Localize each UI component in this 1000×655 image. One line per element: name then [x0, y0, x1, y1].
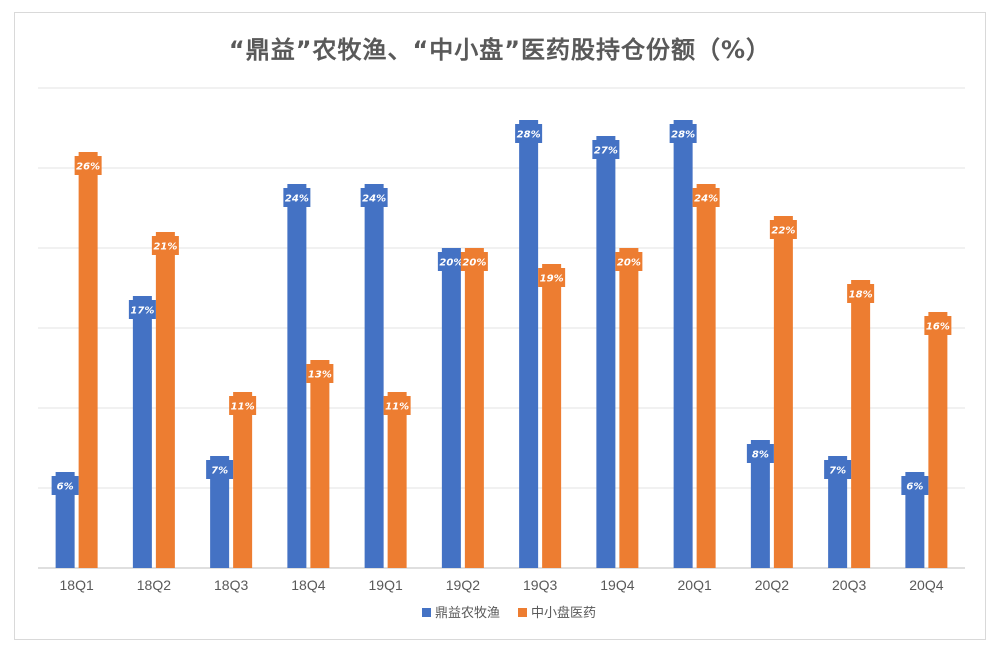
bar [155, 232, 175, 568]
bar [287, 184, 307, 568]
data-label: 7% [829, 466, 846, 477]
bar [210, 456, 230, 568]
data-label: 21% [153, 242, 177, 253]
x-tick-label: 18Q1 [60, 577, 94, 593]
legend-swatch [422, 608, 431, 617]
data-label: 28% [671, 130, 695, 141]
bar [364, 184, 384, 568]
data-label: 26% [76, 162, 100, 173]
chart-title: “鼎益”农牧渔、“中小盘”医药股持仓份额（%） [228, 36, 772, 64]
data-label: 27% [594, 146, 618, 157]
bar [132, 296, 152, 568]
data-label: 18% [849, 290, 873, 301]
data-label-badge [847, 284, 875, 303]
legend-swatch [518, 608, 527, 617]
bar [928, 312, 948, 568]
bar [542, 264, 562, 568]
bar [773, 216, 793, 568]
data-label: 6% [906, 482, 923, 493]
bar [233, 392, 253, 568]
data-label: 11% [231, 402, 255, 413]
bar [55, 472, 75, 568]
bar [619, 248, 639, 568]
data-label-badge [360, 188, 388, 207]
data-label-badge [769, 220, 797, 239]
x-tick-label: 18Q4 [291, 577, 325, 593]
bar [851, 280, 871, 568]
data-label: 24% [285, 194, 309, 205]
data-label-badge [229, 396, 257, 415]
x-tick-label: 19Q3 [523, 577, 557, 593]
data-label-badge [924, 316, 952, 335]
chart-frame [14, 12, 986, 640]
data-label: 16% [926, 322, 950, 333]
data-label-badge [206, 460, 234, 479]
data-label-badge [460, 252, 488, 271]
data-label-badge [824, 460, 852, 479]
bar [441, 248, 461, 568]
data-label-badge [692, 188, 720, 207]
data-label-badge [592, 140, 620, 159]
bar [464, 248, 484, 568]
x-tick-label: 20Q3 [832, 577, 866, 593]
data-label: 13% [308, 370, 332, 381]
bar [696, 184, 716, 568]
data-label-badge [901, 476, 929, 495]
data-label: 6% [57, 482, 74, 493]
data-label: 24% [694, 194, 718, 205]
data-label: 22% [771, 226, 795, 237]
x-tick-label: 20Q2 [755, 577, 789, 593]
x-axis-ticks: 18Q1 18Q2 18Q3 18Q4 19Q1 19Q2 19Q3 19Q4 20Q1 20Q2… [60, 577, 944, 593]
x-tick-label: 19Q1 [369, 577, 403, 593]
data-label-badge [746, 444, 774, 463]
x-tick-label: 18Q2 [137, 577, 171, 593]
data-label: 28% [517, 130, 541, 141]
data-label: 8% [752, 450, 769, 461]
x-tick-label: 20Q1 [678, 577, 712, 593]
legend-entry: 中小盘医药 [531, 605, 596, 621]
data-label-badge [74, 156, 102, 175]
x-tick-label: 18Q3 [214, 577, 248, 593]
data-label: 20% [617, 258, 641, 269]
data-label: 7% [211, 466, 228, 477]
data-label-badge [151, 236, 179, 255]
bar [596, 136, 616, 568]
bar [905, 472, 925, 568]
data-label: 19% [540, 274, 564, 285]
bar [750, 440, 770, 568]
x-tick-label: 19Q2 [446, 577, 480, 593]
data-label-badge [615, 252, 643, 271]
data-label-badge [51, 476, 79, 495]
data-label-badge [306, 364, 334, 383]
bar [387, 392, 407, 568]
gridlines [38, 87, 965, 569]
data-label-badge [383, 396, 411, 415]
bar [673, 120, 693, 568]
data-label: 20% [439, 258, 463, 269]
x-tick-label: 20Q4 [909, 577, 943, 593]
data-label-badge [128, 300, 156, 319]
data-label-badge [538, 268, 566, 287]
bar [78, 152, 98, 568]
data-label: 24% [362, 194, 386, 205]
bar [519, 120, 539, 568]
x-tick-label: 19Q4 [600, 577, 634, 593]
data-label-badge [437, 252, 465, 271]
legend-entry: 鼎益农牧渔 [435, 606, 500, 621]
bar [828, 456, 848, 568]
bar [310, 360, 330, 568]
legend: 鼎益农牧渔 中小盘医药 [422, 605, 596, 621]
data-label: 20% [462, 258, 486, 269]
data-label: 11% [385, 402, 409, 413]
data-labels: 6%26%17%21%7%11%24%13%24%11%20% 20%28%19%… [51, 124, 952, 495]
data-label-badge [283, 188, 311, 207]
data-label-badge [669, 124, 697, 143]
data-label-badge [515, 124, 543, 143]
bars [55, 120, 948, 568]
data-label: 17% [130, 306, 154, 317]
